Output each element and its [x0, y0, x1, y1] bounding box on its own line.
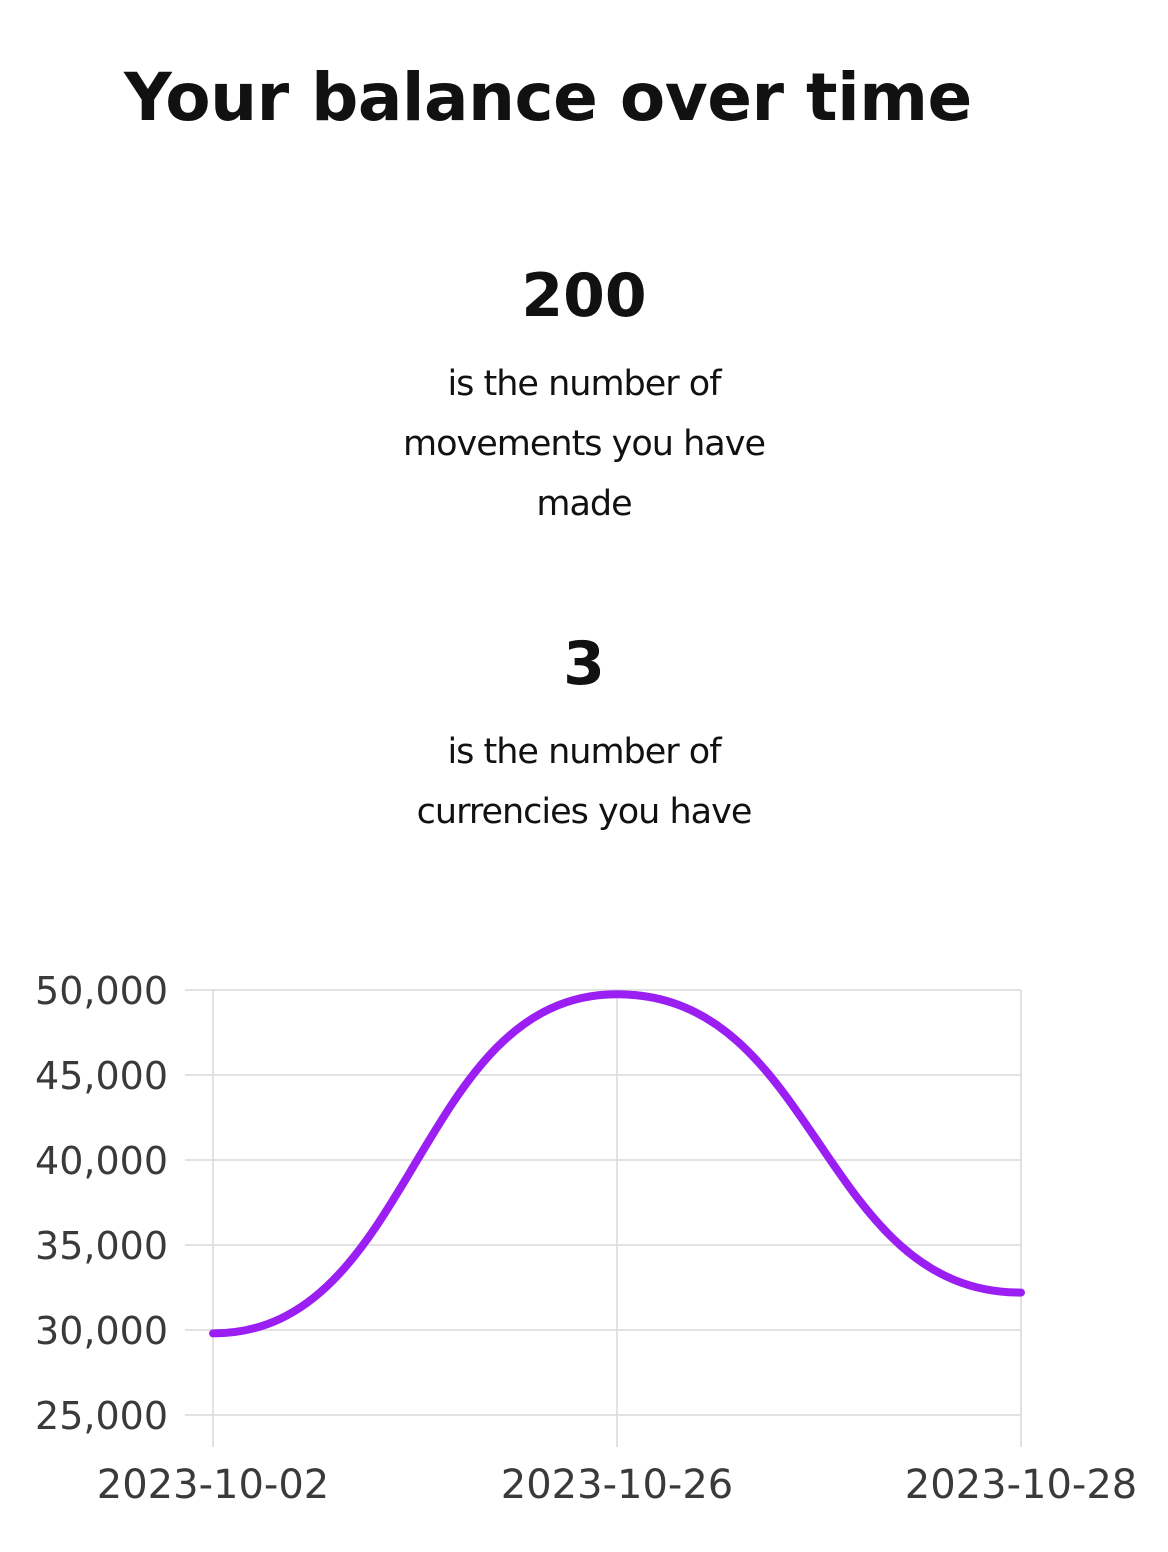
x-axis-ticks: 2023-10-02 2023-10-26 2023-10-28: [97, 1462, 1137, 1508]
page-title: Your balance over time: [124, 59, 972, 136]
chart-series: [209, 990, 1025, 1338]
x-tick-label: 2023-10-02: [97, 1462, 329, 1508]
x-tick-label: 2023-10-28: [905, 1462, 1137, 1508]
currencies-count: 3: [563, 629, 605, 699]
y-tick-label: 35,000: [35, 1224, 168, 1268]
movements-count: 200: [521, 261, 647, 331]
y-tick-label: 40,000: [35, 1139, 168, 1183]
chart-grid: [185, 989, 1022, 1447]
movements-stat: 200 is the number of movements you have …: [284, 266, 884, 534]
currencies-description: is the number of currencies you have: [416, 732, 753, 832]
y-tick-label: 50,000: [35, 969, 168, 1013]
movements-description: is the number of movements you have made: [403, 364, 766, 524]
currencies-stat: 3 is the number of currencies you have: [284, 634, 884, 842]
y-axis-ticks: 25,000 30,000 35,000 40,000 45,000 50,000: [35, 969, 168, 1438]
balance-line-chart: 25,000 30,000 35,000 40,000 45,000 50,000 202…: [35, 969, 1137, 1508]
y-tick-label: 45,000: [35, 1054, 168, 1098]
y-tick-label: 30,000: [35, 1309, 168, 1353]
x-tick-label: 2023-10-26: [501, 1462, 733, 1508]
y-tick-label: 25,000: [35, 1394, 168, 1438]
balance-series-line: [209, 990, 1025, 1338]
